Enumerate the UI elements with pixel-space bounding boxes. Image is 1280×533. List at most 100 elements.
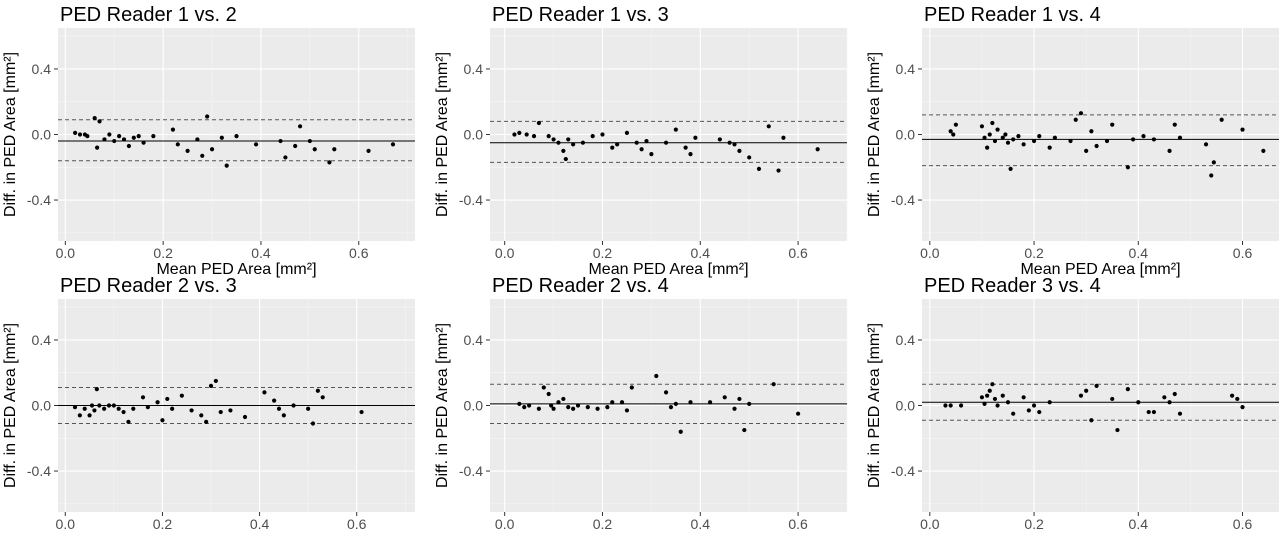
data-point <box>315 388 320 393</box>
data-point <box>219 135 224 140</box>
y-tick-label: -0.4 <box>27 463 51 479</box>
data-point <box>160 418 165 423</box>
data-point <box>688 400 693 405</box>
data-point <box>208 383 214 388</box>
data-point <box>1068 138 1073 144</box>
x-tick-label: 0.2 <box>153 516 173 532</box>
data-point <box>1146 409 1151 415</box>
data-point <box>126 419 131 424</box>
data-point <box>580 140 586 145</box>
data-point <box>985 393 990 398</box>
y-tick-label: 0.4 <box>32 332 52 348</box>
data-point <box>1240 127 1245 132</box>
data-point <box>82 406 87 411</box>
data-point <box>136 134 141 139</box>
data-point <box>732 142 737 147</box>
data-point <box>512 132 517 137</box>
x-tick-label: 0.4 <box>691 516 711 532</box>
data-point <box>102 406 107 411</box>
data-point <box>987 388 992 393</box>
x-tick-label: 0.4 <box>1129 516 1149 532</box>
data-point <box>262 390 267 395</box>
data-point <box>629 385 634 390</box>
data-point <box>995 403 1000 408</box>
data-point <box>112 138 117 144</box>
chart-panel: 0.0 0.2 0.4 0.6 -0.4 0.0 0.4 PED Reader 1 vs. 4… <box>866 4 1279 278</box>
data-point <box>1125 387 1130 392</box>
data-point <box>610 145 615 150</box>
x-tick-label: 0.0 <box>495 245 515 261</box>
data-point <box>95 145 100 150</box>
data-point <box>624 408 630 413</box>
y-tick-label: -0.4 <box>27 192 51 208</box>
x-tick-label: 0.2 <box>153 245 173 261</box>
data-point <box>948 129 953 134</box>
y-tick-label: -0.4 <box>459 463 483 479</box>
data-point <box>1167 400 1172 405</box>
data-point <box>551 137 556 142</box>
data-point <box>200 153 205 158</box>
data-point <box>131 135 136 140</box>
data-point <box>663 390 669 395</box>
data-point <box>306 406 311 411</box>
y-tick-label: -0.4 <box>459 192 483 208</box>
data-point <box>1136 400 1141 405</box>
y-tick-label: 0.4 <box>896 61 916 77</box>
data-point <box>727 140 732 145</box>
data-point <box>107 132 112 137</box>
x-tick-label: 0.6 <box>349 245 369 261</box>
chart-panel: 0.0 0.2 0.4 0.6 -0.4 0.0 0.4 PED Reader 1 vs. 2… <box>2 4 415 278</box>
chart-title: PED Reader 1 vs. 4 <box>924 4 1101 26</box>
data-point <box>106 403 112 408</box>
chart-panel: 0.0 0.2 0.4 0.6 -0.4 0.0 0.4 PED Reader 2 vs. 4… <box>434 275 848 533</box>
data-point <box>1000 135 1005 140</box>
data-point <box>1151 409 1157 415</box>
data-point <box>536 406 542 411</box>
data-point <box>1177 135 1183 140</box>
data-point <box>524 132 529 137</box>
data-point <box>747 401 752 406</box>
data-point <box>571 142 576 147</box>
data-point <box>722 395 727 400</box>
data-point <box>985 145 990 150</box>
data-point <box>293 143 298 149</box>
x-axis-label: Mean PED Area [mm²] <box>156 261 316 278</box>
data-point <box>1240 405 1245 410</box>
data-point <box>205 114 210 119</box>
data-point <box>281 413 286 418</box>
data-point <box>94 387 99 392</box>
data-point <box>678 429 683 434</box>
data-point <box>610 400 615 405</box>
y-tick-label: 0.4 <box>896 332 916 348</box>
data-point <box>1209 173 1214 178</box>
data-point <box>522 405 527 410</box>
data-point <box>1026 408 1031 413</box>
data-point <box>116 406 121 411</box>
data-point <box>1094 143 1099 149</box>
data-point <box>366 148 371 153</box>
data-point <box>310 421 316 426</box>
data-point <box>595 406 600 411</box>
data-point <box>228 408 233 413</box>
data-point <box>561 148 566 153</box>
data-point <box>195 137 200 142</box>
data-point <box>707 400 713 405</box>
y-tick-label: -0.4 <box>891 463 915 479</box>
data-point <box>615 142 620 147</box>
y-axis-label: Diff. in PED Area [mm²] <box>2 323 19 488</box>
data-point <box>1011 411 1016 416</box>
data-point <box>527 403 532 408</box>
data-point <box>1008 166 1013 172</box>
data-point <box>117 134 122 139</box>
chart-title: PED Reader 2 vs. 4 <box>492 275 669 297</box>
data-point <box>1011 137 1016 142</box>
y-tick-label: 0.0 <box>896 127 916 143</box>
data-point <box>561 396 566 402</box>
data-point <box>179 393 184 398</box>
data-point <box>605 405 610 410</box>
chart-title: PED Reader 1 vs. 2 <box>60 4 237 26</box>
y-tick-label: 0.0 <box>896 398 916 414</box>
data-point <box>600 132 605 137</box>
data-point <box>327 160 332 165</box>
